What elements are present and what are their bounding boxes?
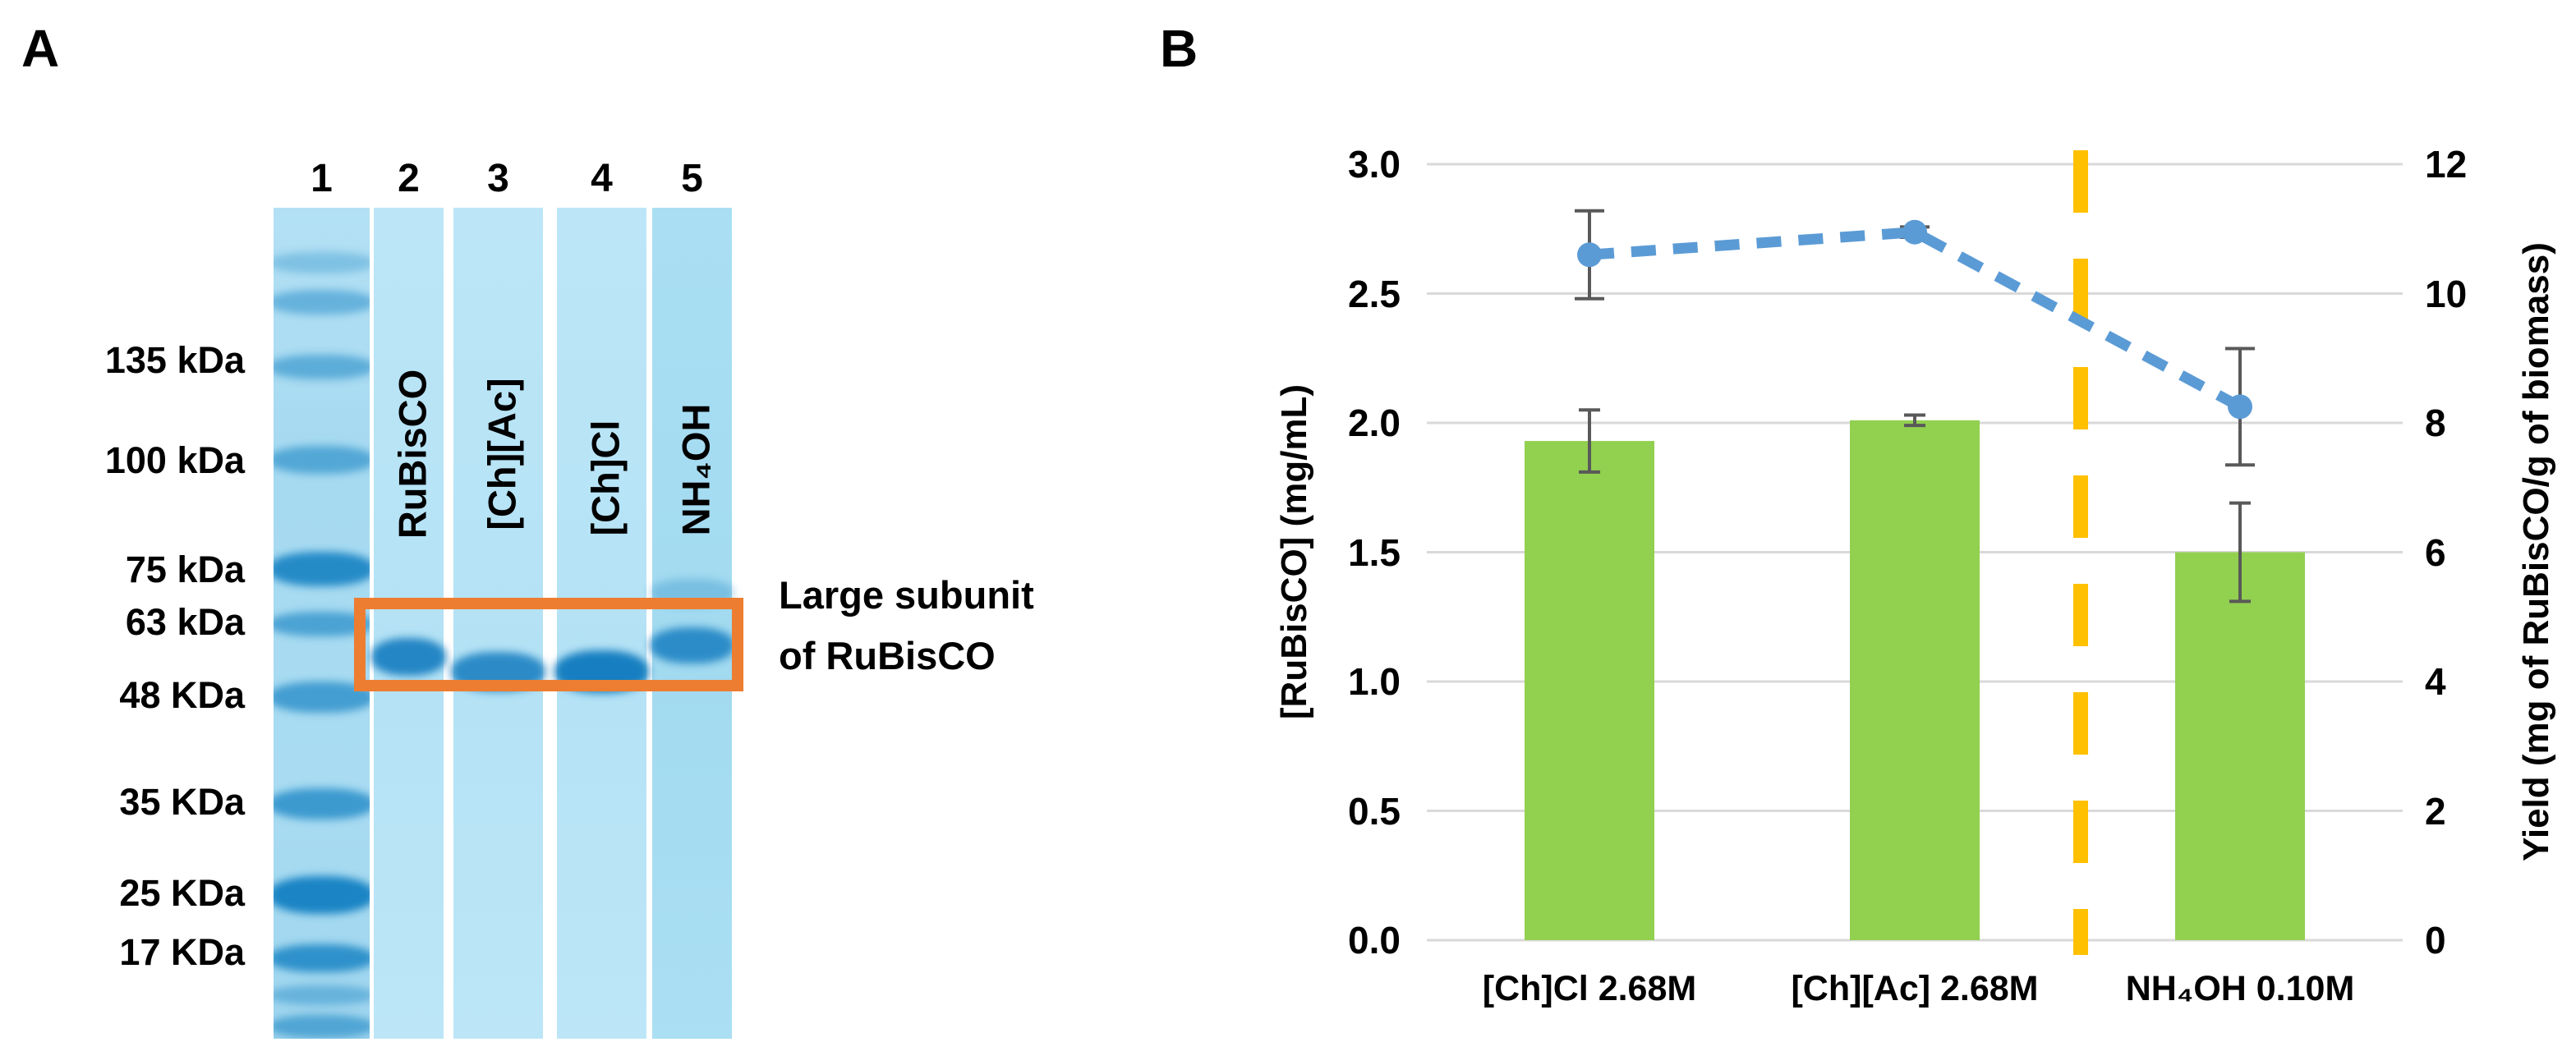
lane-number: 1: [310, 157, 333, 200]
molecular-weight-label: 100 kDa: [104, 439, 245, 481]
ladder-band: [274, 944, 370, 972]
annotation-large-subunit: Large subunit of RuBisCO: [779, 565, 1034, 686]
lane-number: 4: [591, 157, 613, 200]
category-label: [Ch][Ac] 2.68M: [1791, 969, 2039, 1008]
annotation-line-2: of RuBisCO: [779, 634, 996, 677]
panel-b-chart: B: [1134, 0, 2576, 1042]
category-label: [Ch]Cl 2.68M: [1482, 969, 1697, 1008]
gel-lane-sample: [374, 208, 444, 1039]
lane-number: 5: [681, 157, 703, 200]
right-axis-title: Yield (mg of RuBisCO/g of biomass): [2516, 242, 2556, 861]
left-axis-tick: 2.0: [1348, 402, 1401, 444]
right-axis-tick: 2: [2425, 789, 2446, 833]
ladder-band: [274, 788, 370, 819]
ladder-band: [274, 446, 370, 474]
ladder-band: [274, 1015, 370, 1038]
protein-band: [371, 638, 446, 676]
left-axis-tick: 0.5: [1348, 789, 1401, 833]
right-axis-tick: 4: [2425, 660, 2446, 703]
left-axis-tick: 1.0: [1348, 660, 1401, 703]
left-axis-tick: 0.0: [1348, 919, 1401, 962]
ladder-band: [274, 355, 370, 379]
bar: [1850, 420, 1980, 941]
panel-b-label: B: [1160, 19, 1198, 78]
right-axis-tick: 10: [2425, 272, 2468, 315]
bar: [1525, 441, 1654, 940]
ladder-band: [274, 552, 370, 586]
highlight-box: [354, 598, 743, 691]
gel-lane-sample: [652, 208, 732, 1039]
ladder-band: [274, 612, 370, 636]
line-point-marker: [1577, 242, 1602, 268]
lane-number: 3: [487, 157, 509, 200]
panel-a-label: A: [21, 19, 60, 78]
molecular-weight-label: 63 kDa: [125, 601, 245, 643]
right-axis-tick: 12: [2425, 143, 2468, 186]
gel-lane-sample: [557, 208, 646, 1039]
molecular-weight-label: 35 KDa: [119, 781, 245, 823]
annotation-line-1: Large subunit: [779, 573, 1034, 617]
right-axis-tick: 0: [2425, 919, 2446, 962]
gel-lane-ladder: [274, 208, 370, 1039]
yield-line: [1589, 227, 2243, 412]
ladder-band: [274, 682, 370, 713]
ladder-band: [274, 252, 370, 273]
bar: [2175, 552, 2305, 940]
line-point-marker: [2228, 394, 2252, 420]
molecular-weight-label: 17 KDa: [119, 931, 245, 973]
ladder-band: [274, 985, 370, 1005]
category-label: NH₄OH 0.10M: [2125, 969, 2355, 1008]
molecular-weight-label: 25 KDa: [119, 872, 245, 914]
molecular-weight-label: 135 kDa: [104, 339, 245, 381]
lane-number: 2: [398, 157, 420, 200]
molecular-weight-label: 48 KDa: [119, 674, 245, 716]
gel-lane-sample: [453, 208, 543, 1039]
molecular-weight-label: 75 kDa: [125, 549, 245, 590]
ladder-band: [274, 876, 370, 914]
left-axis-tick: 1.5: [1348, 530, 1401, 574]
left-axis-title: [RuBisCO] (mg/mL): [1274, 383, 1314, 720]
right-axis-tick: 8: [2425, 402, 2446, 444]
left-axis-tick: 2.5: [1348, 272, 1401, 315]
right-axis-tick: 6: [2425, 530, 2446, 574]
line-point-marker: [1902, 219, 1927, 245]
protein-band: [650, 627, 734, 663]
ladder-band: [274, 290, 370, 314]
panel-a-gel: A 1 2 RuBisCO 3 [Ch][Ac] 4 [Ch]Cl 5 NH₄OH 135 kDa…: [0, 0, 1134, 1042]
left-axis-tick: 3.0: [1348, 143, 1401, 186]
